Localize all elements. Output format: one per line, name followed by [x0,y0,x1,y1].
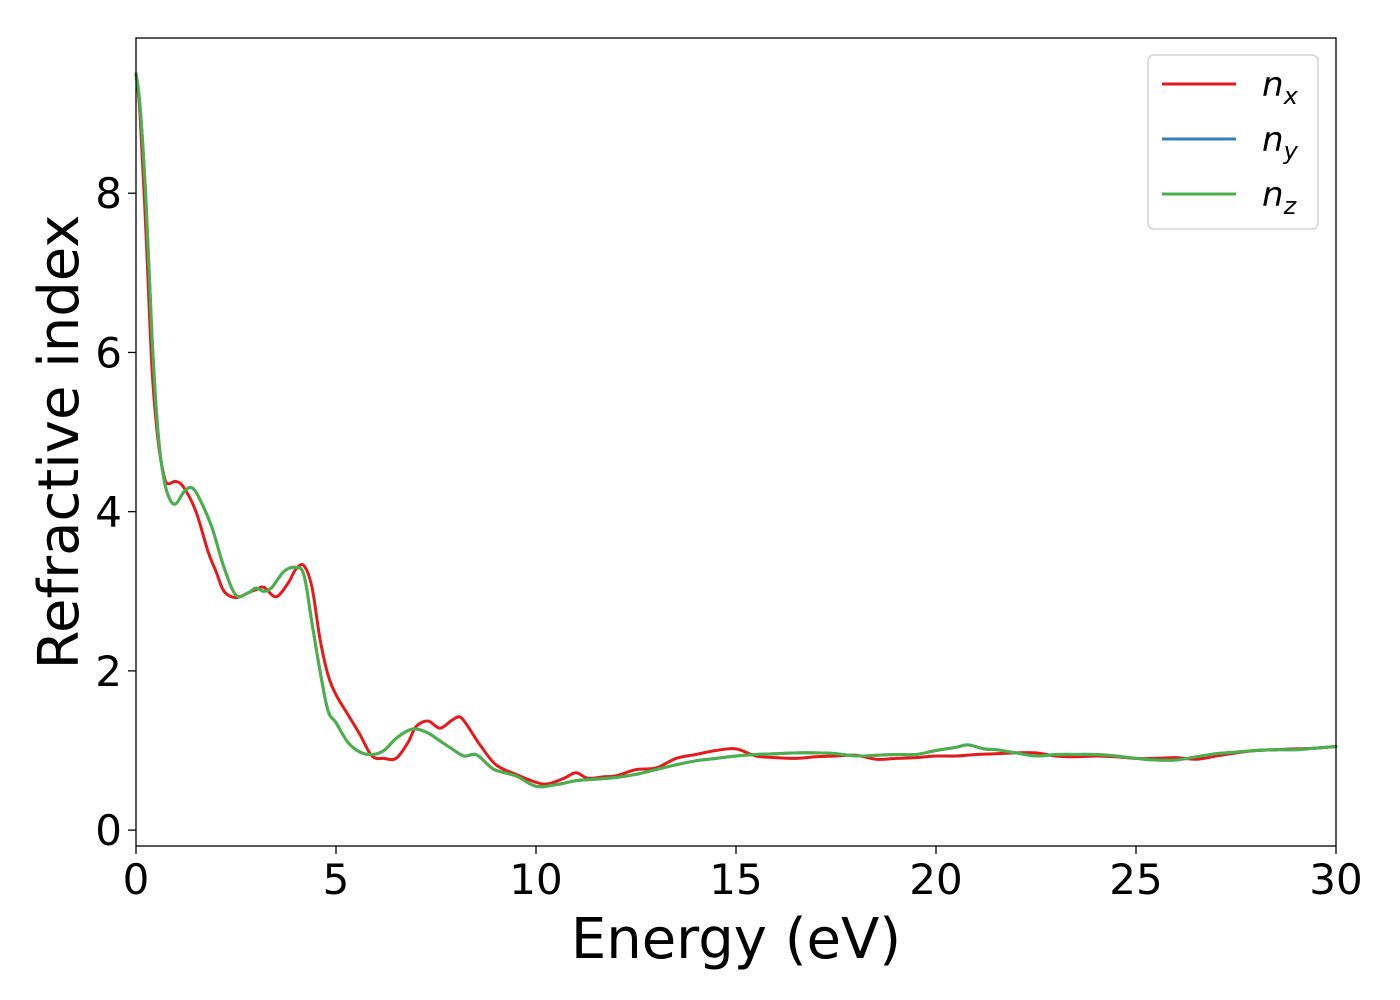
y-tick-label: 6 [95,328,122,377]
legend-label-ny: ny [1262,120,1299,165]
x-tick-label: 30 [1309,855,1362,904]
x-tick-label: 5 [323,855,350,904]
series-line-nz [134,72,1338,789]
legend-label-nx: nx [1262,65,1299,110]
legend-label-nz: nz [1262,175,1298,220]
x-tick-label: 15 [709,855,762,904]
legend-subscript: x [1283,82,1299,110]
axes-frame [135,37,1337,847]
legend-subscript: z [1283,192,1298,220]
plot-area [134,72,1338,789]
y-tick-label: 2 [95,647,122,696]
x-tick-label: 10 [509,855,562,904]
y-tick-label: 4 [95,488,122,537]
x-axis: 0 5 10 15 20 25 30 [123,846,1363,904]
legend-symbol: n [1262,175,1284,215]
y-axis: 0 2 4 6 8 [95,169,136,855]
legend-subscript: y [1283,137,1299,165]
x-tick-label: 20 [909,855,962,904]
x-axis-title: Energy (eV) [571,907,901,972]
legend-box [1147,54,1319,230]
y-axis-title: Refractive index [27,215,92,670]
legend-symbol: n [1262,65,1284,105]
y-tick-label: 0 [95,806,122,855]
y-tick-label: 8 [95,169,122,218]
x-tick-label: 0 [123,855,150,904]
x-tick-label: 25 [1109,855,1162,904]
legend-symbol: n [1262,120,1284,160]
series-line-nx [134,72,1338,786]
